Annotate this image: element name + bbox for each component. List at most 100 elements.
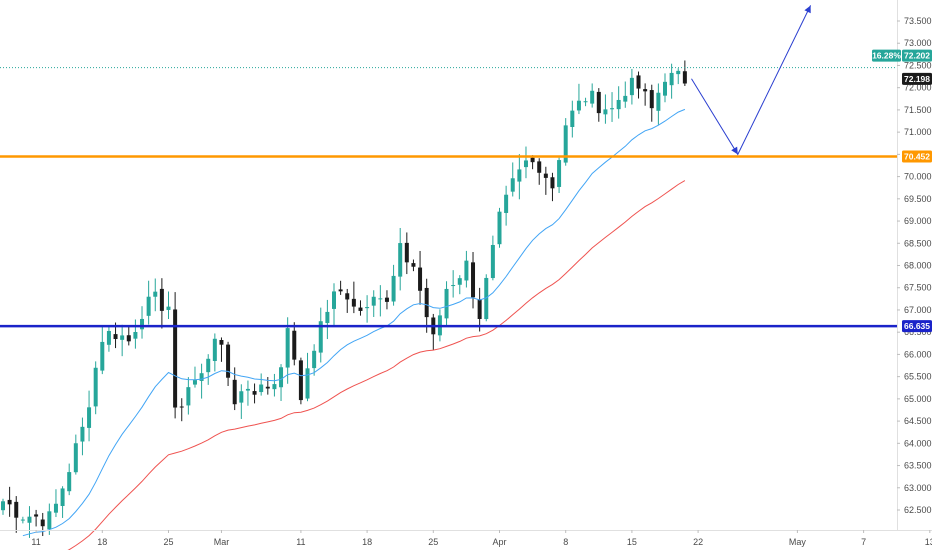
candle-body [424,287,429,318]
price-tick-label: 69.500 [904,194,932,204]
candle-body [140,318,145,330]
candle-body [583,101,588,103]
candle-body [378,298,383,300]
price-tick-label: 66.500 [904,327,932,337]
price-badge-label: 16.28% [872,51,901,61]
price-tick-label: 62.500 [904,505,932,515]
candle-body [656,92,661,111]
price-axis[interactable]: 62.500 63.000 63.500 64.000 64.500 65.000 65.5… [897,16,932,515]
candle-body [490,244,495,279]
price-tick-label: 67.000 [904,305,932,315]
candle-body [212,338,217,362]
candle-body [179,406,184,408]
projection-arrow-path[interactable] [691,5,812,156]
candle-body [312,350,317,369]
candle-body [173,309,178,408]
time-tick-label: 11 [296,537,305,547]
price-tick-label: 73.500 [904,16,932,26]
candle-body [550,177,555,189]
time-tick-label: 15 [627,537,637,547]
candle-body [616,99,621,110]
price-tick-label: 63.500 [904,461,932,471]
candle-body [7,499,12,505]
price-tick-label: 63.000 [904,483,932,493]
candle-body [20,519,25,521]
candle-body [404,242,409,263]
candle-body [682,71,687,84]
price-badge-label: 70.452 [904,151,930,161]
price-tick-label: 66.000 [904,349,932,359]
candle-body [649,90,654,109]
price-tick-label: 64.500 [904,416,932,426]
price-badge-bg [902,150,932,163]
price-badge-bg [902,320,932,333]
price-tick-label: 72.500 [904,60,932,70]
candle-body [206,358,211,373]
candle-body [166,306,171,310]
candle-body [245,388,250,391]
candle-body [325,311,330,324]
candle-body [570,110,575,127]
candle-body [279,367,284,388]
candle-body [93,367,98,407]
candle-body [298,360,303,401]
candle-body [67,472,72,492]
ema-slow-line [67,180,686,550]
candle-body [636,75,641,89]
candle-body [27,516,32,523]
candle-body [563,125,568,163]
time-tick-label: Apr [492,537,506,547]
candle-body [358,307,363,311]
candle-body [444,288,449,319]
candle-body [497,211,502,245]
candle-body [87,407,92,428]
price-tick-label: 71.500 [904,105,932,115]
price-badges: 16.28% 72.202 72.198 70.452 66.635 [872,49,932,333]
candle-body [391,275,396,302]
candle-body [557,160,562,187]
candle-body [40,519,45,527]
candle-body [623,95,628,102]
candle-body [523,160,528,168]
candle-body [411,263,416,267]
price-tick-label: 72.000 [904,83,932,93]
candle-body [80,426,85,442]
candle-body [318,321,323,353]
candle-body [629,77,634,96]
candle-body [146,296,151,316]
candle-body [517,169,522,182]
candle-body [272,384,277,390]
time-tick-label: 18 [97,537,107,547]
plot-area[interactable] [0,5,897,550]
candle-body [259,384,264,393]
price-tick-label: 71.000 [904,127,932,137]
price-badge-bg [902,72,932,85]
candle-body [126,335,131,342]
price-badge-label: 66.635 [904,321,930,331]
candle-body [120,335,125,340]
candle-body [285,328,290,368]
candle-body [305,368,310,399]
price-tick-label: 70.000 [904,172,932,182]
candle-body [669,72,674,86]
time-axis[interactable]: 11 18 25 Mar 11 18 25 Apr 8 15 22 May 7 13 [31,530,932,547]
candle-body [504,194,509,213]
candle-body [603,109,608,115]
price-tick-label: 68.000 [904,261,932,271]
time-tick-label: 8 [563,537,568,547]
price-tick-label: 68.500 [904,238,932,248]
candle-body [252,391,257,395]
candle-body [510,178,515,192]
candle-body [186,387,191,406]
price-tick-label: 73.000 [904,38,932,48]
candle-body [590,90,595,104]
candle-body [159,288,164,311]
candle-body [106,330,111,345]
candle-body [226,344,231,378]
price-tick-label: 64.000 [904,438,932,448]
candle-body [676,70,681,75]
time-tick-label: 25 [428,537,438,547]
candle-body [34,514,39,517]
candles-layer [1,60,687,538]
